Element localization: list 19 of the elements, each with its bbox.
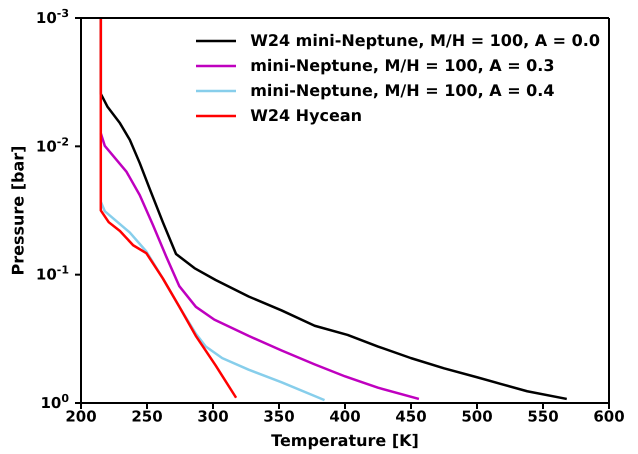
legend-label: W24 mini-Neptune, M/H = 100, A = 0.0 [250,30,600,52]
x-tick-label: 250 [131,408,163,426]
x-tick-label: 350 [263,408,295,426]
x-tick-label: 550 [527,408,559,426]
x-tick-label: 400 [329,408,361,426]
y-axis-title: Pressure [bar] [8,146,28,276]
line-series [100,18,238,399]
y-tick-label: 10$^{-2}$ [36,134,69,156]
y-tick-label: 10$^{-3}$ [36,6,69,27]
x-axis-title: Temperature [K] [271,431,419,450]
x-tick-label: 500 [461,408,493,426]
line-series [100,132,420,400]
x-tick-label: 450 [395,408,427,426]
legend-label: mini-Neptune, M/H = 100, A = 0.3 [250,55,555,77]
x-tick-label: 300 [197,408,229,426]
x-tick-label: 600 [593,408,625,426]
legend-label: W24 Hycean [250,105,362,127]
y-tick-label: 10$^{-1}$ [36,263,69,284]
legend-label: mini-Neptune, M/H = 100, A = 0.4 [250,80,555,102]
